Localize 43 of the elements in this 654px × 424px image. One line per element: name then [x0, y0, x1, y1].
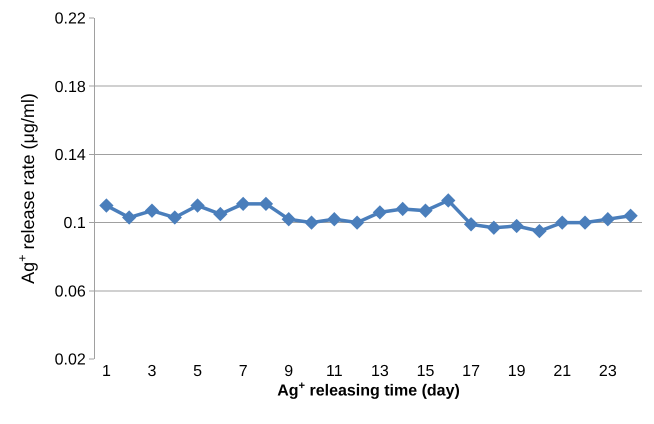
x-tick-label: 5	[193, 363, 202, 380]
y-tick-label: 0.06	[54, 283, 86, 300]
point	[555, 215, 570, 230]
x-tick-label: 7	[238, 363, 248, 380]
point	[372, 205, 388, 220]
point	[350, 215, 364, 230]
point	[144, 204, 160, 218]
point	[600, 212, 615, 226]
point	[168, 210, 182, 225]
y-tick-label: 0.02	[54, 352, 86, 369]
point	[486, 220, 501, 235]
point	[327, 212, 342, 226]
point	[532, 224, 547, 238]
point	[258, 196, 274, 211]
point	[578, 215, 592, 230]
x-tick-label: 1	[102, 363, 111, 380]
point	[464, 217, 478, 232]
x-tick-label: 17	[462, 363, 480, 380]
point	[282, 212, 296, 226]
point	[99, 198, 114, 213]
x-tick-label: 9	[284, 363, 294, 380]
point	[122, 210, 136, 225]
point	[396, 202, 410, 216]
x-tick-label: 13	[371, 363, 389, 380]
point	[304, 215, 319, 230]
point	[510, 218, 524, 234]
point	[623, 208, 638, 223]
x-axis-title: Ag$^{+}$ releasing time (day)	[277, 380, 460, 400]
y-tick-label: 0.1	[64, 215, 86, 232]
x-tick-label: 11	[326, 363, 343, 380]
point	[236, 196, 250, 211]
x-tick-label: 15	[416, 363, 434, 380]
y-tick-label: 0.18	[54, 78, 86, 96]
point	[441, 193, 456, 208]
y-tick-label: 0.14	[54, 147, 86, 164]
point	[418, 204, 433, 218]
point	[190, 198, 205, 213]
x-tick-label: 21	[553, 363, 572, 380]
y-tick-label: 0.22	[54, 10, 86, 28]
x-tick-label: 3	[148, 363, 157, 380]
point	[213, 206, 228, 222]
x-tick-label: 23	[598, 363, 617, 380]
x-tick-label: 19	[508, 363, 526, 380]
